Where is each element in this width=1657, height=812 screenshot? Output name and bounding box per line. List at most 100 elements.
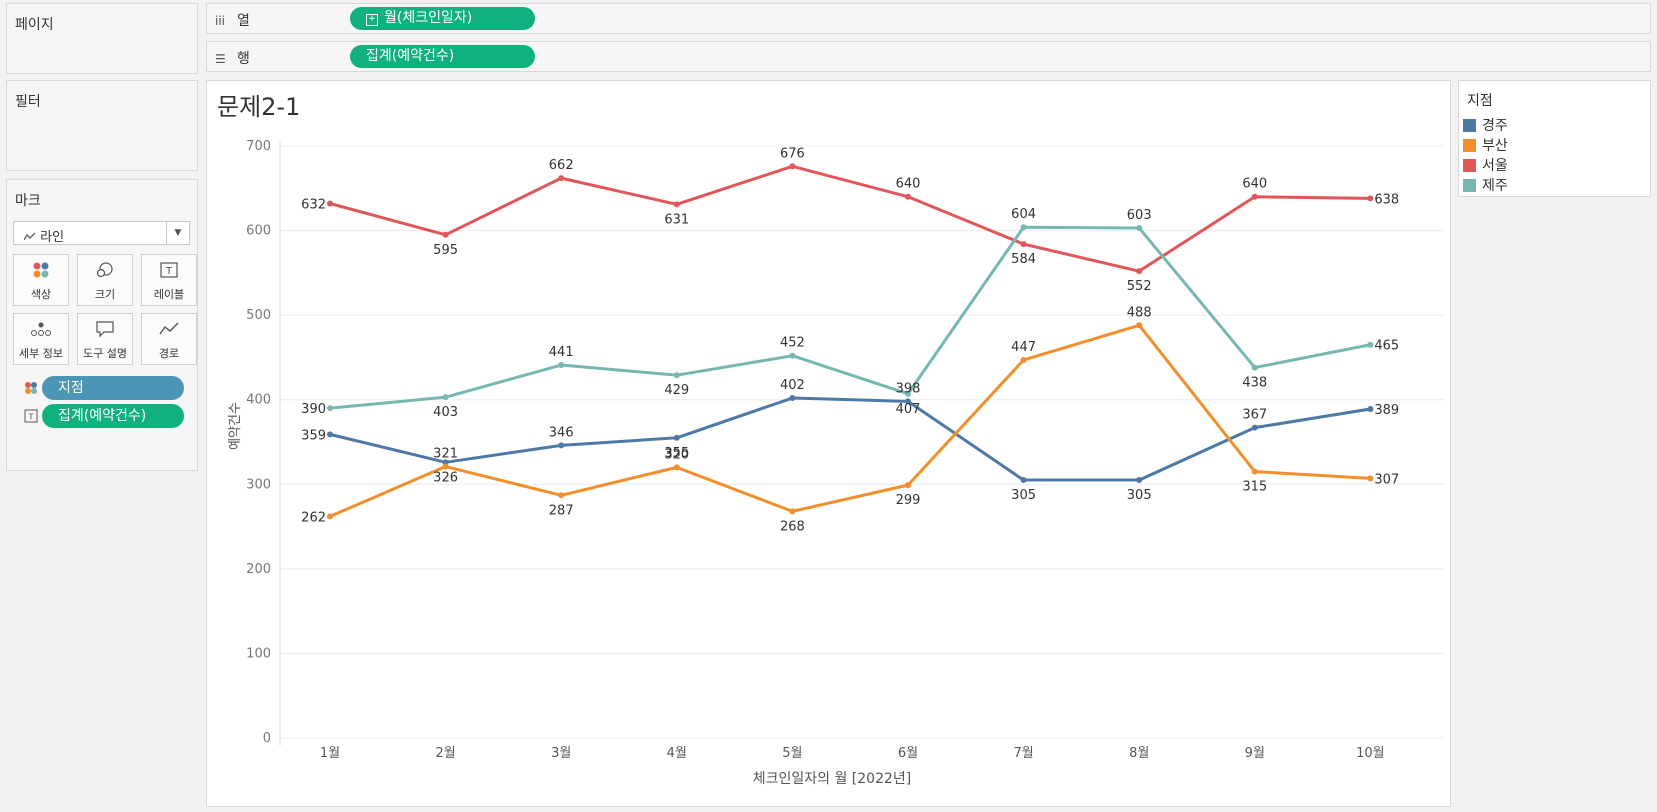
data-point-서울 bbox=[673, 201, 680, 208]
data-point-부산 bbox=[327, 513, 333, 520]
data-point-부산 bbox=[905, 482, 911, 489]
color-field-pill[interactable]: 지점 bbox=[42, 376, 184, 400]
detail-button[interactable]: 세부 정보 bbox=[13, 313, 69, 365]
y-tick-label: 200 bbox=[246, 562, 271, 577]
tooltip-icon bbox=[78, 314, 132, 342]
rows-icon: ☰ bbox=[215, 52, 226, 66]
data-label-제주: 390 bbox=[301, 402, 326, 417]
expand-plus-icon[interactable]: + bbox=[366, 14, 378, 26]
data-label-서울: 640 bbox=[1242, 177, 1267, 192]
rows-shelf[interactable]: ☰ 행 집계(예약건수) bbox=[206, 41, 1651, 72]
data-label-경주: 359 bbox=[301, 428, 326, 443]
x-tick-label: 3월 bbox=[551, 746, 571, 761]
data-point-제주 bbox=[327, 405, 333, 412]
mark-field-color[interactable]: 지점 bbox=[20, 376, 190, 400]
detail-button-label: 세부 정보 bbox=[19, 347, 63, 360]
data-point-부산 bbox=[442, 463, 449, 470]
x-tick-label: 6월 bbox=[898, 746, 918, 761]
filters-pane[interactable]: 필터 bbox=[6, 80, 198, 171]
legend-item-경주[interactable]: 경주 bbox=[1463, 116, 1508, 136]
data-point-제주 bbox=[1020, 224, 1027, 231]
data-point-서울 bbox=[789, 163, 796, 170]
data-label-경주: 398 bbox=[896, 381, 921, 396]
data-label-서울: 638 bbox=[1374, 192, 1399, 207]
data-label-경주: 389 bbox=[1374, 403, 1399, 418]
series-line-부산 bbox=[329, 323, 1371, 518]
legend-item-제주[interactable]: 제주 bbox=[1463, 176, 1508, 196]
data-point-서울 bbox=[1020, 241, 1027, 248]
data-label-부산: 268 bbox=[780, 519, 805, 534]
data-point-제주 bbox=[442, 394, 449, 401]
data-point-경주 bbox=[1020, 477, 1027, 484]
marks-pane-title: 마크 bbox=[15, 193, 41, 209]
legend-item-부산[interactable]: 부산 bbox=[1463, 136, 1508, 156]
size-button[interactable]: 크기 bbox=[77, 254, 133, 306]
data-label-부산: 315 bbox=[1242, 480, 1267, 495]
data-label-서울: 662 bbox=[549, 158, 574, 173]
data-label-부산: 321 bbox=[433, 447, 458, 462]
data-label-제주: 438 bbox=[1242, 376, 1267, 391]
rows-shelf-label: ☰ 행 bbox=[215, 51, 250, 67]
label-button[interactable]: T 레이블 bbox=[141, 254, 197, 306]
data-point-부산 bbox=[1020, 356, 1027, 363]
pages-pane[interactable]: 페이지 bbox=[6, 3, 198, 74]
data-point-제주 bbox=[1367, 341, 1374, 348]
tooltip-button-label: 도구 설명 bbox=[83, 347, 127, 360]
legend-item-서울[interactable]: 서울 bbox=[1463, 156, 1508, 176]
data-point-제주 bbox=[673, 372, 680, 379]
label-field-icon: T bbox=[24, 408, 38, 427]
x-tick-label: 1월 bbox=[320, 746, 340, 761]
tooltip-button[interactable]: 도구 설명 bbox=[77, 313, 133, 365]
x-tick-label: 10월 bbox=[1356, 746, 1385, 761]
svg-text:T: T bbox=[165, 266, 173, 277]
path-button[interactable]: 경로 bbox=[141, 313, 197, 365]
x-tick-label: 8월 bbox=[1129, 746, 1149, 761]
data-point-제주 bbox=[789, 352, 796, 359]
mark-type-value: 라인 bbox=[23, 226, 64, 245]
svg-text:T: T bbox=[28, 413, 34, 422]
data-label-경주: 402 bbox=[780, 378, 805, 393]
data-label-부산: 307 bbox=[1374, 472, 1399, 487]
legend-swatch bbox=[1463, 179, 1476, 192]
data-label-경주: 305 bbox=[1011, 488, 1036, 503]
series-line-서울 bbox=[329, 164, 1371, 273]
size-icon bbox=[78, 255, 132, 283]
x-tick-label: 7월 bbox=[1013, 746, 1033, 761]
data-point-서울 bbox=[1136, 268, 1143, 275]
mark-type-dropdown[interactable]: 라인 ▼ bbox=[13, 221, 190, 245]
label-field-pill[interactable]: 집계(예약건수) bbox=[42, 404, 184, 428]
data-point-제주 bbox=[558, 362, 565, 369]
data-label-부산: 262 bbox=[301, 510, 326, 525]
detail-icon bbox=[14, 314, 68, 342]
mark-field-label[interactable]: T 집계(예약건수) bbox=[20, 404, 190, 428]
data-point-서울 bbox=[327, 200, 333, 207]
data-point-서울 bbox=[558, 175, 565, 182]
data-label-경주: 305 bbox=[1127, 488, 1152, 503]
columns-pill[interactable]: + 월(체크인일자) bbox=[350, 7, 535, 30]
data-point-경주 bbox=[673, 434, 680, 441]
legend-swatch bbox=[1463, 159, 1476, 172]
path-button-label: 경로 bbox=[158, 347, 180, 360]
chevron-down-icon[interactable]: ▼ bbox=[166, 222, 189, 244]
data-label-제주: 407 bbox=[896, 402, 921, 417]
data-point-경주 bbox=[1367, 406, 1374, 413]
data-point-경주 bbox=[327, 431, 333, 438]
x-tick-label: 9월 bbox=[1245, 746, 1265, 761]
legend-swatch bbox=[1463, 139, 1476, 152]
data-point-부산 bbox=[789, 508, 796, 515]
legend-swatch bbox=[1463, 119, 1476, 132]
rows-pill[interactable]: 집계(예약건수) bbox=[350, 45, 535, 68]
data-point-경주 bbox=[789, 395, 796, 402]
columns-shelf[interactable]: iii 열 + 월(체크인일자) bbox=[206, 3, 1651, 34]
legend-pane[interactable]: 지점 경주 부산 서울 제주 bbox=[1458, 80, 1651, 197]
chart-pane: 문제2-1 0 100 200 300 400 500 600 700 예약건수 1월 2월 3월 4월 5… bbox=[206, 80, 1451, 807]
path-icon bbox=[142, 314, 196, 342]
y-tick-label: 300 bbox=[246, 477, 271, 492]
data-point-경주 bbox=[905, 398, 911, 405]
color-button[interactable]: 색상 bbox=[13, 254, 69, 306]
data-point-서울 bbox=[905, 193, 911, 200]
columns-icon: iii bbox=[215, 14, 226, 28]
data-label-경주: 326 bbox=[433, 470, 458, 485]
data-point-서울 bbox=[1251, 193, 1258, 200]
line-chart[interactable]: 문제2-1 0 100 200 300 400 500 600 700 예약건수 1월 2월 3월 4월 5… bbox=[207, 81, 1450, 806]
